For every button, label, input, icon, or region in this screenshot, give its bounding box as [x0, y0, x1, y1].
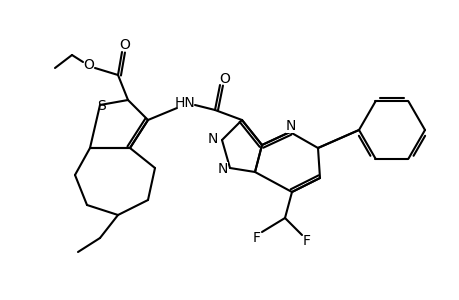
Text: O: O — [219, 72, 230, 86]
Text: S: S — [97, 99, 106, 113]
Text: O: O — [119, 38, 130, 52]
Text: O: O — [84, 58, 94, 72]
Text: F: F — [252, 231, 260, 245]
Text: HN: HN — [174, 96, 195, 110]
Text: N: N — [217, 162, 228, 176]
Text: F: F — [302, 234, 310, 248]
Text: N: N — [207, 132, 218, 146]
Text: N: N — [285, 119, 296, 133]
